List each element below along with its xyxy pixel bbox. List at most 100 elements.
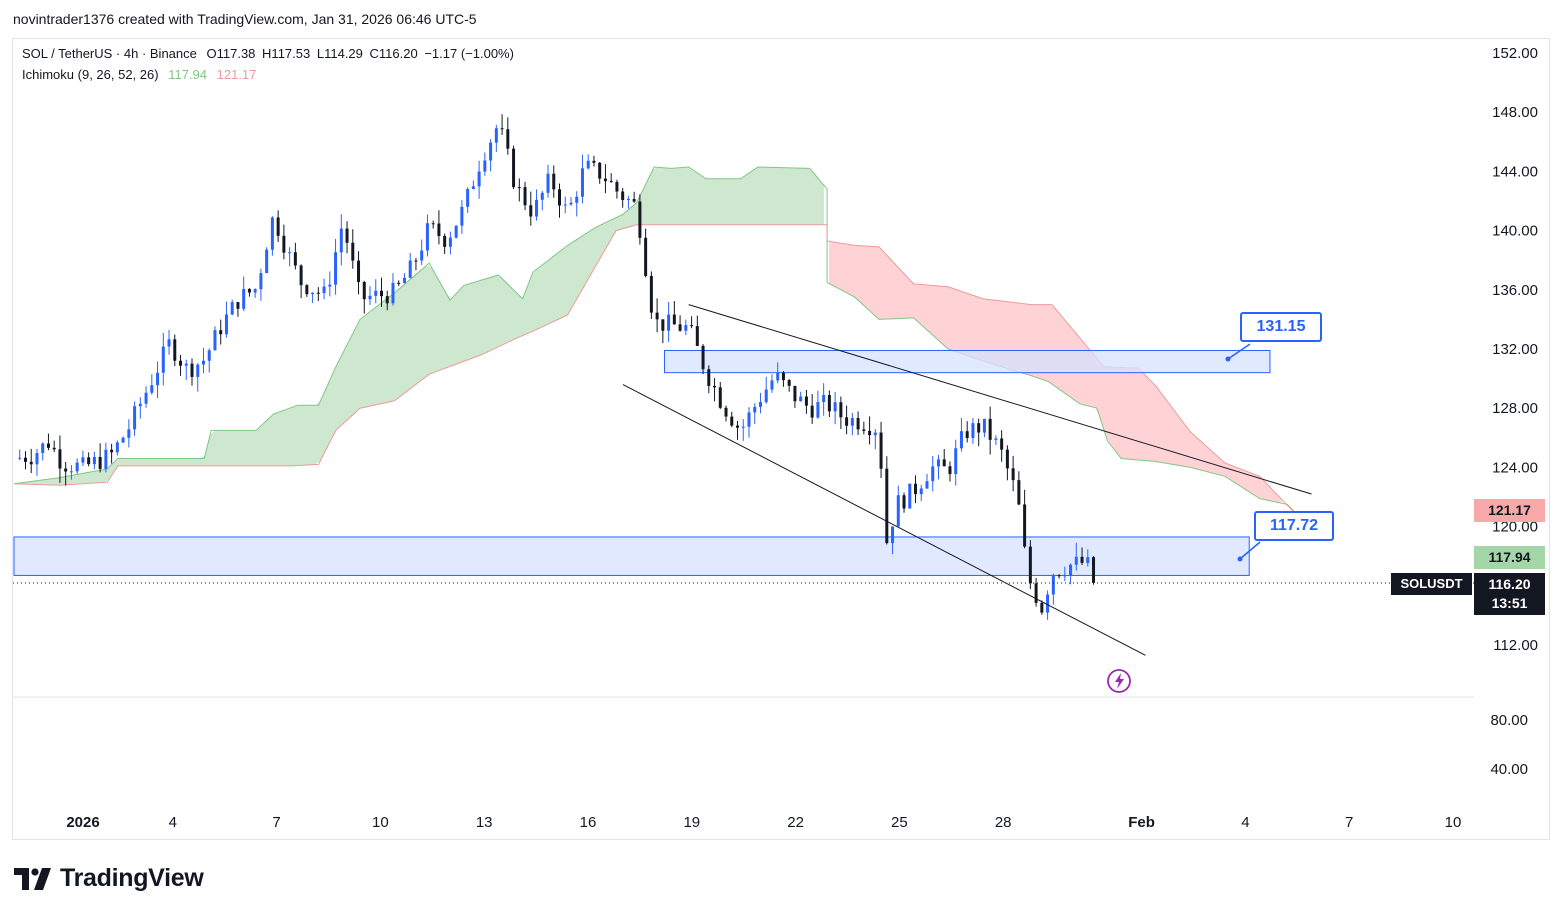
upper-zone[interactable] bbox=[663, 349, 1271, 374]
candle-body bbox=[460, 206, 464, 226]
callout-pointer-lower bbox=[1239, 541, 1261, 560]
callout-lower[interactable]: 117.72 bbox=[1254, 511, 1334, 541]
candle-body bbox=[173, 339, 177, 361]
chart-panel[interactable] bbox=[12, 38, 1550, 840]
candle bbox=[822, 383, 826, 416]
candle-body bbox=[293, 252, 297, 266]
candle bbox=[425, 214, 429, 257]
candle bbox=[908, 483, 912, 509]
candle-body bbox=[942, 459, 946, 467]
price-tick-label: 152.00 bbox=[1492, 45, 1538, 62]
indicator-title[interactable]: Ichimoku (9, 26, 52, 26) bbox=[22, 67, 159, 82]
candle-body bbox=[397, 282, 401, 284]
candle bbox=[827, 390, 831, 418]
candle bbox=[270, 216, 274, 256]
candle-body bbox=[804, 396, 808, 406]
candle bbox=[575, 191, 579, 217]
candle bbox=[1063, 566, 1067, 582]
ohlc-change: −1.17 (−1.00%) bbox=[424, 46, 514, 61]
candle-body bbox=[936, 459, 940, 467]
candle-body bbox=[328, 284, 332, 287]
lower-trendline[interactable] bbox=[622, 384, 1146, 656]
candle bbox=[862, 421, 866, 435]
candle bbox=[1092, 556, 1096, 585]
candle-body bbox=[1057, 575, 1061, 577]
candle bbox=[879, 421, 883, 479]
candle-body bbox=[816, 401, 820, 418]
candle-body bbox=[753, 406, 757, 413]
candle-body bbox=[1034, 583, 1038, 603]
candle-body bbox=[873, 432, 877, 436]
callout-upper[interactable]: 131.15 bbox=[1240, 312, 1322, 342]
candle-body bbox=[931, 466, 935, 482]
price-tick-label: 128.00 bbox=[1492, 400, 1538, 417]
candle-body bbox=[1040, 602, 1044, 613]
candle-body bbox=[1051, 575, 1055, 595]
candle bbox=[374, 279, 378, 304]
candle bbox=[982, 418, 986, 438]
candle-body bbox=[414, 260, 418, 262]
candle-body bbox=[982, 418, 986, 433]
price-tick-label: 136.00 bbox=[1492, 282, 1538, 299]
candle bbox=[500, 114, 504, 135]
candle bbox=[535, 189, 539, 221]
candle-body bbox=[75, 462, 79, 472]
candle bbox=[293, 242, 297, 270]
candle-body bbox=[443, 236, 447, 247]
candle-body bbox=[850, 418, 854, 426]
candle bbox=[592, 155, 596, 167]
candle-body bbox=[954, 448, 958, 475]
candle bbox=[925, 473, 929, 489]
candle bbox=[586, 154, 590, 170]
candle-body bbox=[535, 199, 539, 217]
candle-body bbox=[948, 466, 952, 475]
candle-body bbox=[667, 314, 671, 331]
candle bbox=[121, 436, 125, 444]
candle-body bbox=[891, 526, 895, 544]
alert-icon[interactable] bbox=[1107, 669, 1131, 693]
symbol-title[interactable]: SOL / TetherUS · 4h · Binance bbox=[22, 46, 197, 61]
candle bbox=[558, 183, 562, 218]
candle bbox=[649, 271, 653, 320]
candle-body bbox=[466, 188, 470, 207]
candle bbox=[707, 365, 711, 394]
time-tick-label: 28 bbox=[995, 814, 1012, 831]
candle bbox=[466, 187, 470, 213]
last-price-value: 116.20 bbox=[1488, 576, 1531, 592]
candle bbox=[977, 418, 981, 447]
candle-body bbox=[965, 431, 969, 439]
candle bbox=[138, 397, 142, 419]
candle-body bbox=[655, 312, 659, 320]
candle-body bbox=[196, 364, 200, 377]
candle bbox=[23, 451, 27, 470]
tradingview-logo[interactable]: TradingView bbox=[14, 864, 204, 893]
candle bbox=[115, 440, 119, 456]
candle-body bbox=[713, 385, 717, 388]
candle bbox=[845, 405, 849, 435]
indicator-lead2: 121.17 bbox=[216, 67, 257, 82]
candle bbox=[150, 374, 154, 395]
candle-body bbox=[552, 173, 556, 190]
candle bbox=[569, 197, 573, 206]
candle-body bbox=[213, 330, 217, 351]
candle bbox=[753, 403, 757, 425]
candle bbox=[219, 319, 223, 345]
price-tick-label: 140.00 bbox=[1492, 223, 1538, 240]
candle-body bbox=[58, 449, 62, 469]
candle bbox=[747, 407, 751, 438]
upper-trendline[interactable] bbox=[688, 304, 1312, 495]
candle bbox=[621, 187, 625, 208]
candle bbox=[988, 406, 992, 455]
candle-body bbox=[81, 457, 85, 463]
candle-body bbox=[1063, 575, 1067, 577]
candle bbox=[213, 326, 217, 351]
candle-body bbox=[638, 201, 642, 238]
candle bbox=[408, 252, 412, 279]
candle-body bbox=[201, 360, 205, 365]
candle-body bbox=[345, 228, 349, 243]
tradingview-logo-icon bbox=[14, 867, 51, 890]
candle-body bbox=[879, 432, 883, 469]
candle bbox=[98, 443, 102, 473]
lower-zone[interactable] bbox=[13, 536, 1250, 576]
